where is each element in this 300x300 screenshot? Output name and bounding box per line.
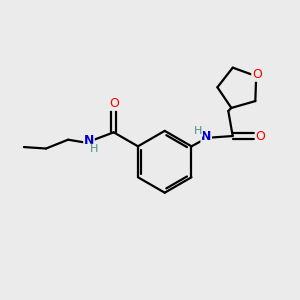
Text: H: H [89,144,98,154]
Text: N: N [201,130,211,143]
Text: H: H [194,126,202,136]
Text: O: O [109,97,119,110]
Text: O: O [256,130,265,142]
Text: N: N [84,134,94,147]
Text: O: O [252,68,262,81]
